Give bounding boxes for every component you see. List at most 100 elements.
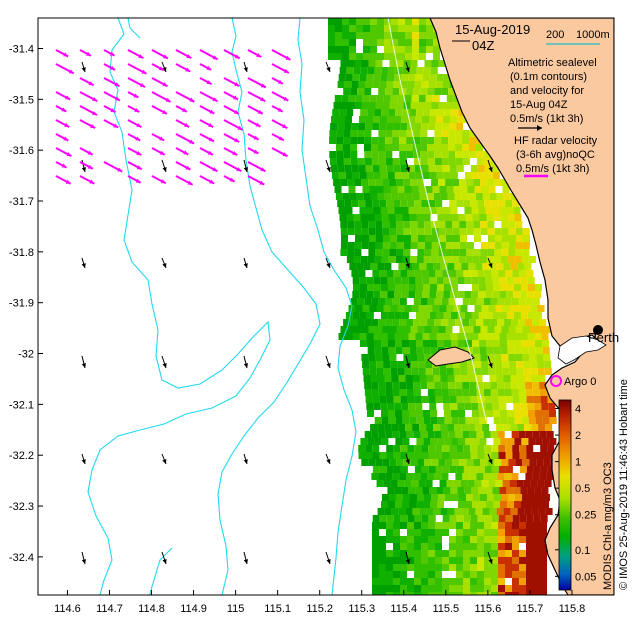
velocity-arrowhead <box>187 180 193 185</box>
velocity-arrowhead <box>229 177 235 182</box>
velocity-arrowhead <box>140 83 146 88</box>
velocity-arrowhead <box>209 109 215 114</box>
velocity-arrowhead <box>189 97 195 102</box>
velocity-arrowhead <box>88 81 94 86</box>
velocity-arrowhead <box>283 68 289 73</box>
velocity-arrowhead <box>282 124 288 129</box>
velocity-arrowhead <box>243 263 248 268</box>
velocity-arrowhead <box>253 149 259 154</box>
altimetry-legend: Altimetric sealevel (0.1m contours) and … <box>508 57 597 131</box>
hf-radar-legend-line-2: (3-6h avg)noQC <box>516 149 595 161</box>
velocity-arrowhead <box>255 122 261 127</box>
velocity-arrowhead <box>162 67 167 72</box>
altimetry-legend-arrowhead <box>537 125 542 131</box>
velocity-arrowhead <box>185 67 191 72</box>
colorbar-tick-label: 2 <box>575 430 581 442</box>
velocity-arrowhead <box>159 150 165 155</box>
velocity-arrowhead <box>236 167 242 172</box>
velocity-arrowhead <box>162 559 167 564</box>
y-tick-label: -31.8 <box>9 247 34 259</box>
velocity-arrowhead <box>212 97 218 102</box>
velocity-arrowhead <box>183 150 189 155</box>
velocity-arrowhead <box>488 363 493 368</box>
velocity-arrowhead <box>283 96 289 101</box>
rottnest-island <box>427 346 475 367</box>
x-tick-label: 115.7 <box>517 603 544 615</box>
velocity-arrowhead <box>81 459 86 464</box>
altimetry-legend-line-4: 15-Aug 04Z <box>510 99 568 111</box>
velocity-arrowhead <box>326 459 331 464</box>
velocity-arrowhead <box>90 123 96 129</box>
x-tick-label: 115.5 <box>432 603 459 615</box>
velocity-arrowhead <box>117 167 123 172</box>
velocity-arrowhead <box>64 122 70 128</box>
velocity-arrowhead <box>136 150 142 156</box>
velocity-arrowhead <box>253 135 259 140</box>
velocity-arrowhead <box>256 52 262 58</box>
argo-label: Argo 0 <box>564 376 596 388</box>
x-axis: 114.6 114.7 114.8 114.9 115 115.1 115.2 115.3 11… <box>54 590 585 615</box>
velocity-arrowhead <box>212 55 218 60</box>
velocity-arrowhead <box>260 83 266 88</box>
velocity-arrowhead <box>89 179 95 184</box>
velocity-arrowhead <box>110 65 116 70</box>
velocity-arrowhead <box>87 150 93 155</box>
velocity-arrowhead <box>405 167 411 172</box>
velocity-arrowhead <box>133 93 139 98</box>
plot-frame <box>37 17 615 596</box>
velocity-arrowhead <box>61 107 67 112</box>
y-axis: -31.4 -31.5 -31.6 -31.7 -31.8 -31.9 -32 -32.1 -3… <box>9 44 43 564</box>
velocity-arrowhead <box>326 67 331 72</box>
perth-marker <box>593 325 603 335</box>
velocity-arrowhead <box>405 263 410 268</box>
velocity-arrowhead <box>81 363 87 368</box>
hf-radar-legend-line-3: 0.5m/s (1kt 3h) <box>516 163 589 175</box>
velocity-arrowhead <box>285 55 291 60</box>
velocity-arrowhead <box>114 82 120 87</box>
colorbar-tick-label: 0.5 <box>575 483 590 495</box>
velocity-arrowhead <box>161 109 167 114</box>
map-time: 04Z <box>472 38 494 53</box>
velocity-arrowhead <box>81 559 87 564</box>
velocity-arrowhead <box>162 54 168 59</box>
velocity-arrowhead <box>277 107 283 112</box>
colorbar-tick-label: 0.1 <box>575 545 590 557</box>
velocity-arrowhead <box>185 165 191 170</box>
x-tick-label: 115.8 <box>559 603 586 615</box>
y-tick-label: -31.6 <box>9 145 34 157</box>
velocity-arrowhead <box>136 165 142 170</box>
velocity-arrowhead <box>243 67 248 72</box>
velocity-arrowhead <box>160 179 166 184</box>
x-tick-label: 114.6 <box>54 603 81 615</box>
velocity-arrowhead <box>208 122 214 127</box>
velocity-arrowhead <box>159 136 165 141</box>
velocity-arrowhead <box>232 150 238 156</box>
velocity-arrowhead <box>65 179 71 184</box>
velocity-arrowhead <box>488 263 493 268</box>
map-date: 15-Aug-2019 <box>455 22 530 37</box>
velocity-arrowhead <box>85 51 91 56</box>
velocity-arrowhead <box>61 163 67 168</box>
velocity-arrowhead <box>136 123 142 128</box>
altimetry-legend-line-2: (0.1m contours) <box>510 71 587 83</box>
velocity-arrowhead <box>115 96 121 101</box>
velocity-arrowhead <box>165 97 171 102</box>
velocity-arrowhead <box>162 363 167 368</box>
velocity-arrowhead <box>162 82 168 87</box>
y-tick-label: -32.4 <box>9 552 34 564</box>
velocity-arrowhead <box>63 136 69 141</box>
velocity-arrowhead <box>186 54 192 59</box>
y-tick-label: -31.9 <box>9 298 34 310</box>
y-tick-label: -31.7 <box>9 196 34 208</box>
velocity-arrowhead <box>326 167 331 172</box>
altimetry-legend-line-5: 0.5m/s (1kt 3h) <box>510 113 583 125</box>
swan-river <box>557 335 607 365</box>
hf-radar-legend-line-1: HF radar velocity <box>514 135 598 147</box>
x-tick-label: 115.4 <box>390 603 417 615</box>
colorbar: 4 2 1 0.5 0.25 0.1 0.05 <box>555 399 596 591</box>
velocity-arrowhead <box>405 459 410 464</box>
velocity-arrowhead <box>66 152 72 157</box>
velocity-arrowhead <box>81 263 86 268</box>
velocity-arrowhead <box>208 137 214 142</box>
